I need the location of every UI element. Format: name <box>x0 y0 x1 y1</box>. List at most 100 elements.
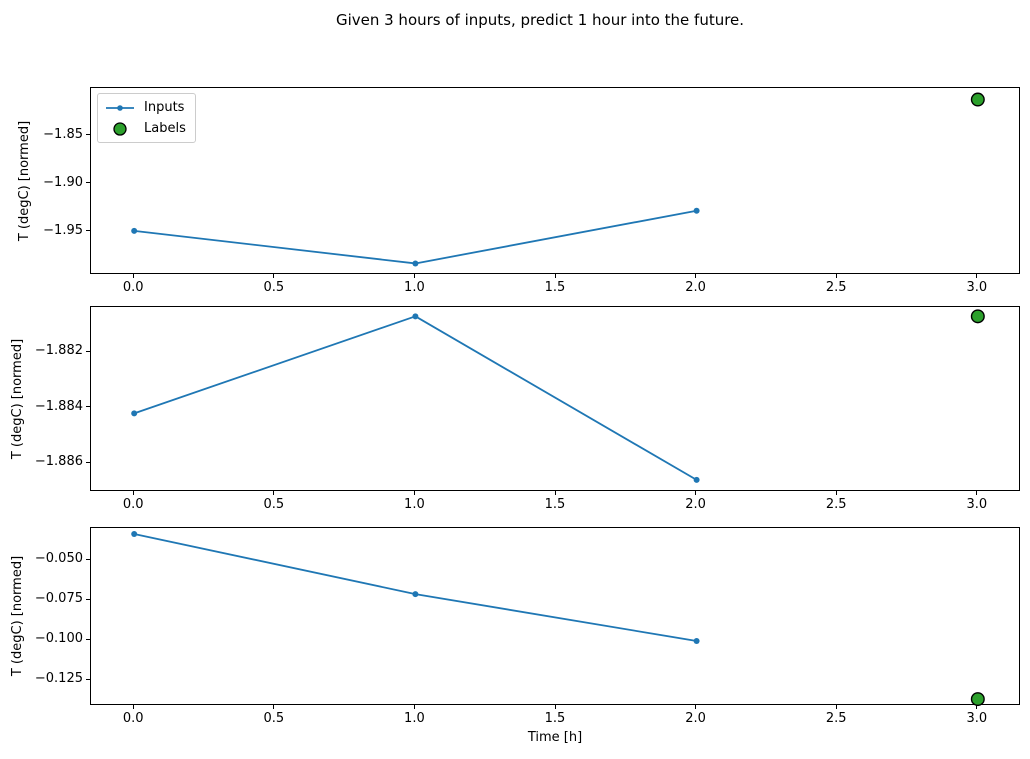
filled-circle-icon <box>105 121 135 137</box>
x-tick-label: 0.0 <box>122 497 144 512</box>
x-tick-mark <box>695 705 697 709</box>
x-tick-mark <box>413 705 415 709</box>
inputs-line <box>133 533 698 642</box>
y-tick-label: −1.95 <box>43 222 83 238</box>
x-tick-label: 3.0 <box>966 711 988 726</box>
y-tick-label: −1.884 <box>34 398 83 414</box>
subplot-canvas <box>131 92 985 267</box>
legend-item-labels: Labels <box>105 118 186 139</box>
y-tick-mark <box>86 182 90 184</box>
y-tick-label: −0.075 <box>34 591 83 607</box>
x-tick-label: 1.5 <box>544 497 566 512</box>
subplot-axes <box>90 527 1020 707</box>
x-tick-label: 1.0 <box>404 280 425 295</box>
x-tick-mark <box>554 491 556 495</box>
label-point-marker <box>970 309 985 324</box>
y-tick-label: −0.050 <box>34 551 83 567</box>
x-tick-mark <box>273 491 275 495</box>
x-tick-mark <box>976 274 978 278</box>
y-tick-mark <box>86 134 90 136</box>
line-with-dot-glyph <box>106 104 134 111</box>
subplot-canvas <box>131 309 985 483</box>
x-tick-label: 2.0 <box>685 280 706 295</box>
subplot-canvas <box>131 530 985 707</box>
x-tick-mark <box>413 274 415 278</box>
x-tick-label: 0.5 <box>263 711 285 726</box>
input-point-marker <box>131 227 138 234</box>
y-tick-mark <box>86 558 90 560</box>
input-point-marker <box>131 530 138 537</box>
subplot-axes <box>90 87 1020 274</box>
figure-title: Given 3 hours of inputs, predict 1 hour … <box>335 11 745 29</box>
y-tick-mark <box>86 638 90 640</box>
x-tick-mark <box>132 705 134 709</box>
input-point-marker <box>412 313 419 320</box>
x-tick-mark <box>976 491 978 495</box>
x-tick-mark <box>273 274 275 278</box>
input-point-marker <box>131 410 138 417</box>
legend-label: Labels <box>144 121 186 136</box>
x-tick-mark <box>273 705 275 709</box>
y-tick-mark <box>86 230 90 232</box>
filled-circle-glyph <box>113 121 127 136</box>
y-axis-label: T (degC) [normed] <box>10 555 25 677</box>
x-tick-label: 2.0 <box>685 711 706 726</box>
x-tick-label: 1.5 <box>544 711 566 726</box>
y-axis-label: T (degC) [normed] <box>10 338 25 459</box>
x-tick-label: 0.5 <box>263 280 285 295</box>
legend-label: Inputs <box>144 100 185 115</box>
y-tick-mark <box>86 350 90 352</box>
x-tick-mark <box>554 274 556 278</box>
x-tick-mark <box>976 705 978 709</box>
y-tick-label: −1.90 <box>43 174 83 190</box>
x-tick-mark <box>132 274 134 278</box>
y-tick-label: −1.882 <box>34 343 83 359</box>
x-tick-label: 1.0 <box>404 711 425 726</box>
x-tick-mark <box>132 491 134 495</box>
legend-item-inputs: Inputs <box>105 97 186 118</box>
x-tick-label: 2.5 <box>825 497 847 512</box>
x-axis-label: Time [h] <box>527 730 583 745</box>
x-tick-mark <box>835 705 837 709</box>
x-tick-mark <box>835 491 837 495</box>
y-tick-mark <box>86 406 90 408</box>
input-point-marker <box>693 638 700 644</box>
input-point-marker <box>693 207 700 214</box>
x-tick-label: 2.0 <box>685 497 706 512</box>
y-tick-mark <box>86 598 90 600</box>
x-tick-label: 1.5 <box>544 280 566 295</box>
input-point-marker <box>693 476 700 483</box>
x-tick-label: 0.5 <box>263 497 285 512</box>
x-tick-mark <box>554 705 556 709</box>
x-tick-mark <box>413 491 415 495</box>
inputs-line <box>133 209 698 265</box>
y-tick-label: −1.85 <box>43 126 83 142</box>
y-tick-label: −0.125 <box>34 671 83 687</box>
line-with-dot-icon <box>105 100 135 116</box>
legend: Inputs Labels <box>97 93 196 143</box>
y-tick-label: −0.100 <box>34 631 83 647</box>
label-point-marker <box>970 92 985 107</box>
legend-line-dot <box>117 104 123 111</box>
x-tick-mark <box>695 274 697 278</box>
x-tick-mark <box>695 491 697 495</box>
x-tick-label: 2.5 <box>825 280 847 295</box>
y-tick-label: −1.886 <box>34 454 83 470</box>
y-tick-mark <box>86 678 90 680</box>
y-axis-label: T (degC) [normed] <box>17 120 32 241</box>
subplot-axes <box>90 306 1020 491</box>
x-tick-label: 1.0 <box>404 497 425 512</box>
x-tick-label: 0.0 <box>122 280 144 295</box>
input-point-marker <box>412 260 419 267</box>
y-tick-mark <box>86 461 90 463</box>
x-tick-label: 2.5 <box>825 711 847 726</box>
input-point-marker <box>412 591 419 598</box>
legend-circle <box>113 121 127 136</box>
inputs-line <box>133 315 698 481</box>
x-tick-mark <box>835 274 837 278</box>
x-tick-label: 3.0 <box>966 497 988 512</box>
x-tick-label: 0.0 <box>122 711 144 726</box>
label-point-marker <box>970 692 985 707</box>
x-tick-label: 3.0 <box>966 280 988 295</box>
